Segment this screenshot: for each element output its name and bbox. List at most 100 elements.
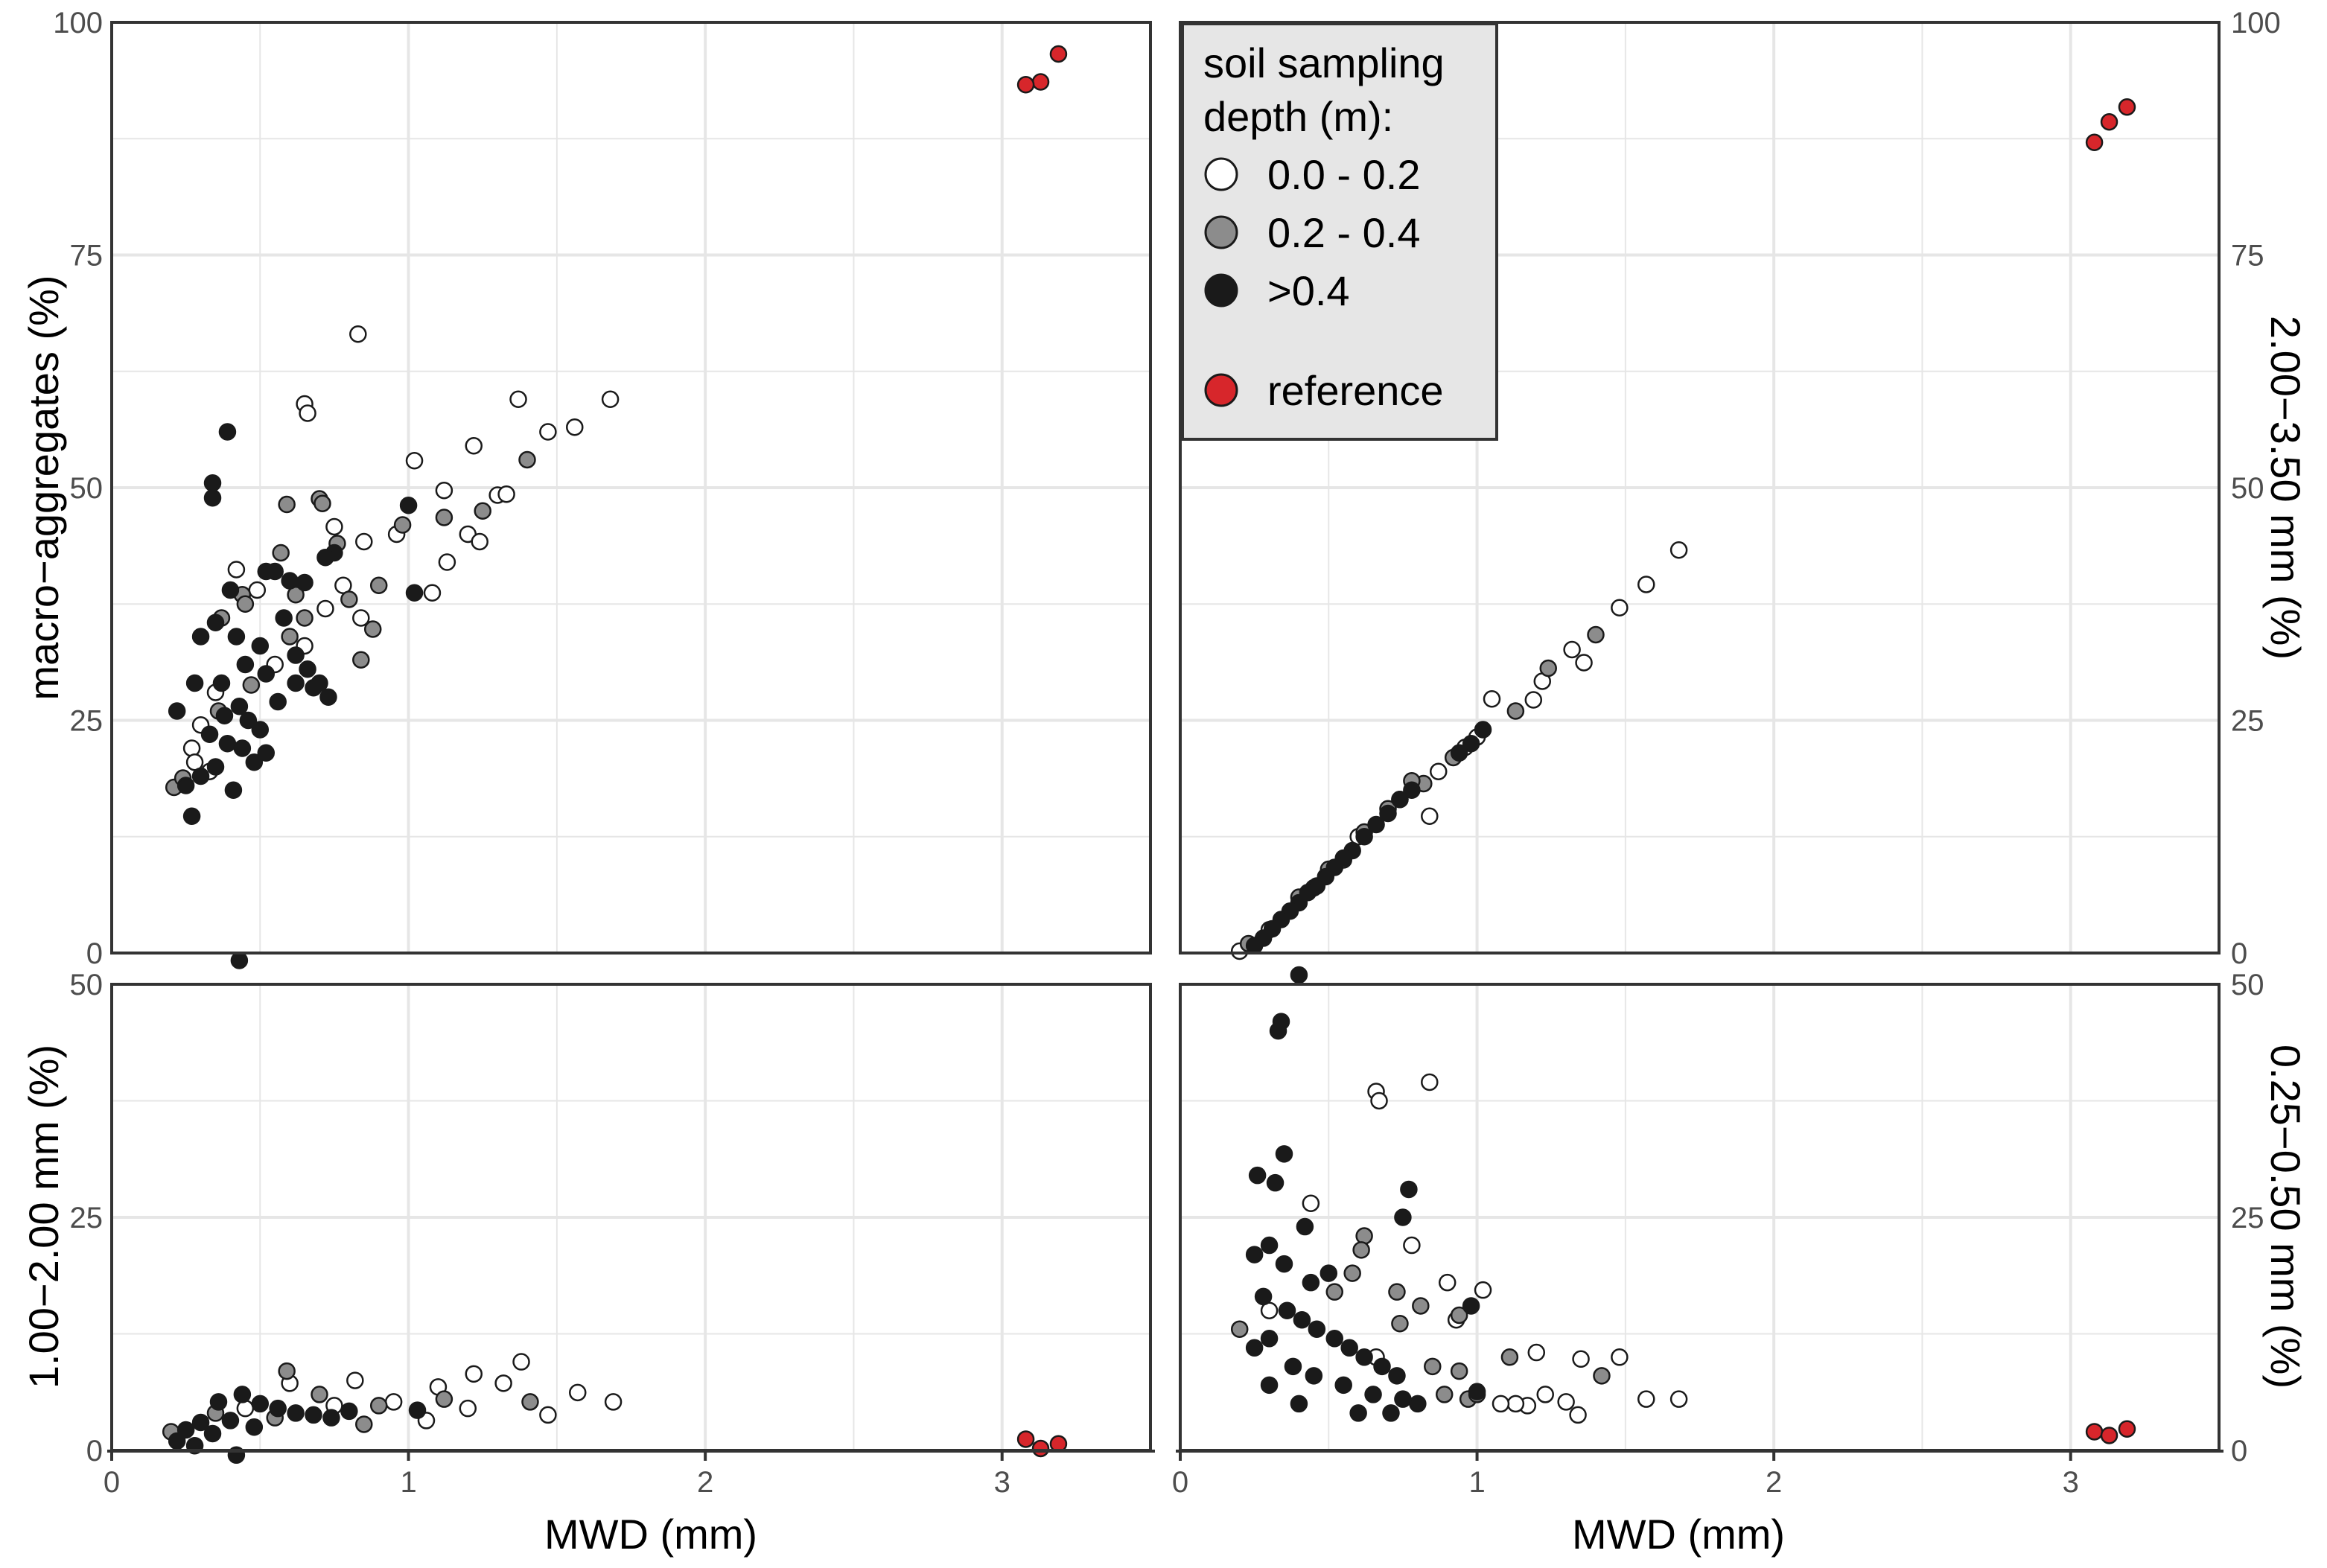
data-point	[393, 516, 412, 534]
panel-bottom-right: 0 25 50 0 1 2 3	[1172, 966, 2264, 1499]
data-point	[233, 1386, 252, 1403]
y-axis-title-left-top: macro−aggregates (%)	[20, 275, 67, 700]
legend-label-depth-0-0-2: 0.0 - 0.2	[1267, 151, 1420, 198]
data-point	[281, 572, 299, 590]
data-point	[1290, 966, 1308, 984]
data-point	[230, 952, 249, 969]
data-point	[1260, 1376, 1279, 1395]
data-point	[1373, 1357, 1391, 1376]
data-point	[1450, 1306, 1468, 1325]
data-point	[1409, 1395, 1427, 1413]
data-point	[1349, 1404, 1367, 1422]
data-point	[1382, 1404, 1400, 1422]
data-point	[206, 614, 225, 631]
data-point	[1563, 640, 1581, 659]
data-point	[2118, 1420, 2136, 1438]
data-point	[474, 502, 491, 520]
data-point	[1296, 1217, 1314, 1236]
data-point	[405, 584, 424, 602]
panel-border	[110, 21, 1152, 954]
data-point	[494, 1374, 512, 1392]
data-point	[311, 674, 328, 692]
data-point	[287, 1404, 305, 1422]
data-point	[296, 609, 313, 627]
data-point	[363, 620, 382, 638]
data-point	[1290, 1395, 1308, 1413]
data-point	[1435, 1386, 1454, 1403]
x-tick-label: 0	[1172, 1466, 1188, 1499]
data-point	[539, 1406, 557, 1424]
data-point	[1572, 1350, 1590, 1368]
data-point	[1391, 1314, 1409, 1333]
data-point	[1450, 1362, 1468, 1380]
legend-title-line2: depth (m):	[1203, 93, 1393, 140]
data-point	[1450, 744, 1468, 762]
data-point	[230, 698, 249, 716]
data-point	[518, 450, 536, 469]
y-tick-label: 100	[2231, 7, 2281, 39]
data-point	[465, 1365, 483, 1383]
data-point	[1524, 691, 1543, 709]
data-point	[1308, 1320, 1326, 1338]
data-point	[346, 1371, 364, 1389]
data-point	[1669, 1390, 1688, 1408]
data-point	[369, 576, 388, 594]
data-point	[251, 1395, 270, 1413]
panel-top-left: 0 25 50 75 100	[53, 7, 1152, 970]
data-point	[435, 1390, 453, 1408]
data-point	[305, 1406, 322, 1424]
data-point	[1403, 1236, 1421, 1255]
data-point	[245, 753, 264, 771]
y-tick-label: 0	[2231, 1435, 2247, 1467]
data-point	[251, 637, 270, 655]
data-point	[239, 711, 258, 730]
data-point	[1049, 45, 1068, 63]
data-point	[287, 646, 305, 664]
data-point	[1391, 791, 1409, 809]
data-point	[399, 497, 418, 514]
data-point	[1388, 1283, 1406, 1301]
data-point	[1593, 1367, 1611, 1385]
data-point	[1284, 1357, 1302, 1376]
data-point	[1421, 1073, 1439, 1091]
legend-key-depth-0-2-0-4	[1204, 215, 1238, 249]
data-point	[539, 423, 557, 441]
panel-top-right: 0 25 50 75 100	[1179, 7, 2281, 970]
y-tick-label: 50	[70, 969, 104, 1001]
y-axis-title-right-top: 2.00−3.50 mm (%)	[2262, 316, 2309, 660]
data-point	[2100, 113, 2119, 131]
data-point	[1394, 1390, 1412, 1408]
data-point	[278, 495, 296, 514]
data-point	[1340, 1339, 1358, 1357]
data-point	[1474, 721, 1492, 739]
data-point	[313, 494, 331, 512]
data-point	[352, 651, 370, 669]
data-point	[459, 1399, 477, 1418]
data-point	[521, 1393, 539, 1411]
y-tick-label: 0	[86, 1435, 103, 1467]
data-point	[287, 674, 305, 692]
data-point	[269, 692, 287, 711]
data-point	[369, 1397, 388, 1415]
data-point	[1575, 654, 1593, 672]
data-point	[569, 1383, 587, 1402]
data-point	[325, 517, 343, 536]
data-point	[1266, 1173, 1285, 1192]
data-point	[311, 1386, 328, 1403]
data-point	[355, 1415, 373, 1433]
data-point	[405, 452, 424, 470]
data-point	[435, 509, 453, 526]
y-tick-label: 25	[2231, 1202, 2264, 1234]
x-tick-label: 2	[697, 1466, 713, 1499]
legend: soil sampling depth (m): 0.0 - 0.2 0.2 -…	[1181, 22, 1498, 441]
data-point	[1293, 1310, 1311, 1329]
data-point	[299, 404, 316, 422]
y-tick-label: 50	[70, 472, 104, 505]
data-point	[1355, 1348, 1373, 1366]
data-point	[1275, 1145, 1293, 1163]
data-point	[218, 735, 237, 753]
data-point	[224, 781, 243, 799]
data-point	[182, 739, 201, 757]
y-tick-label: 25	[2231, 705, 2264, 738]
